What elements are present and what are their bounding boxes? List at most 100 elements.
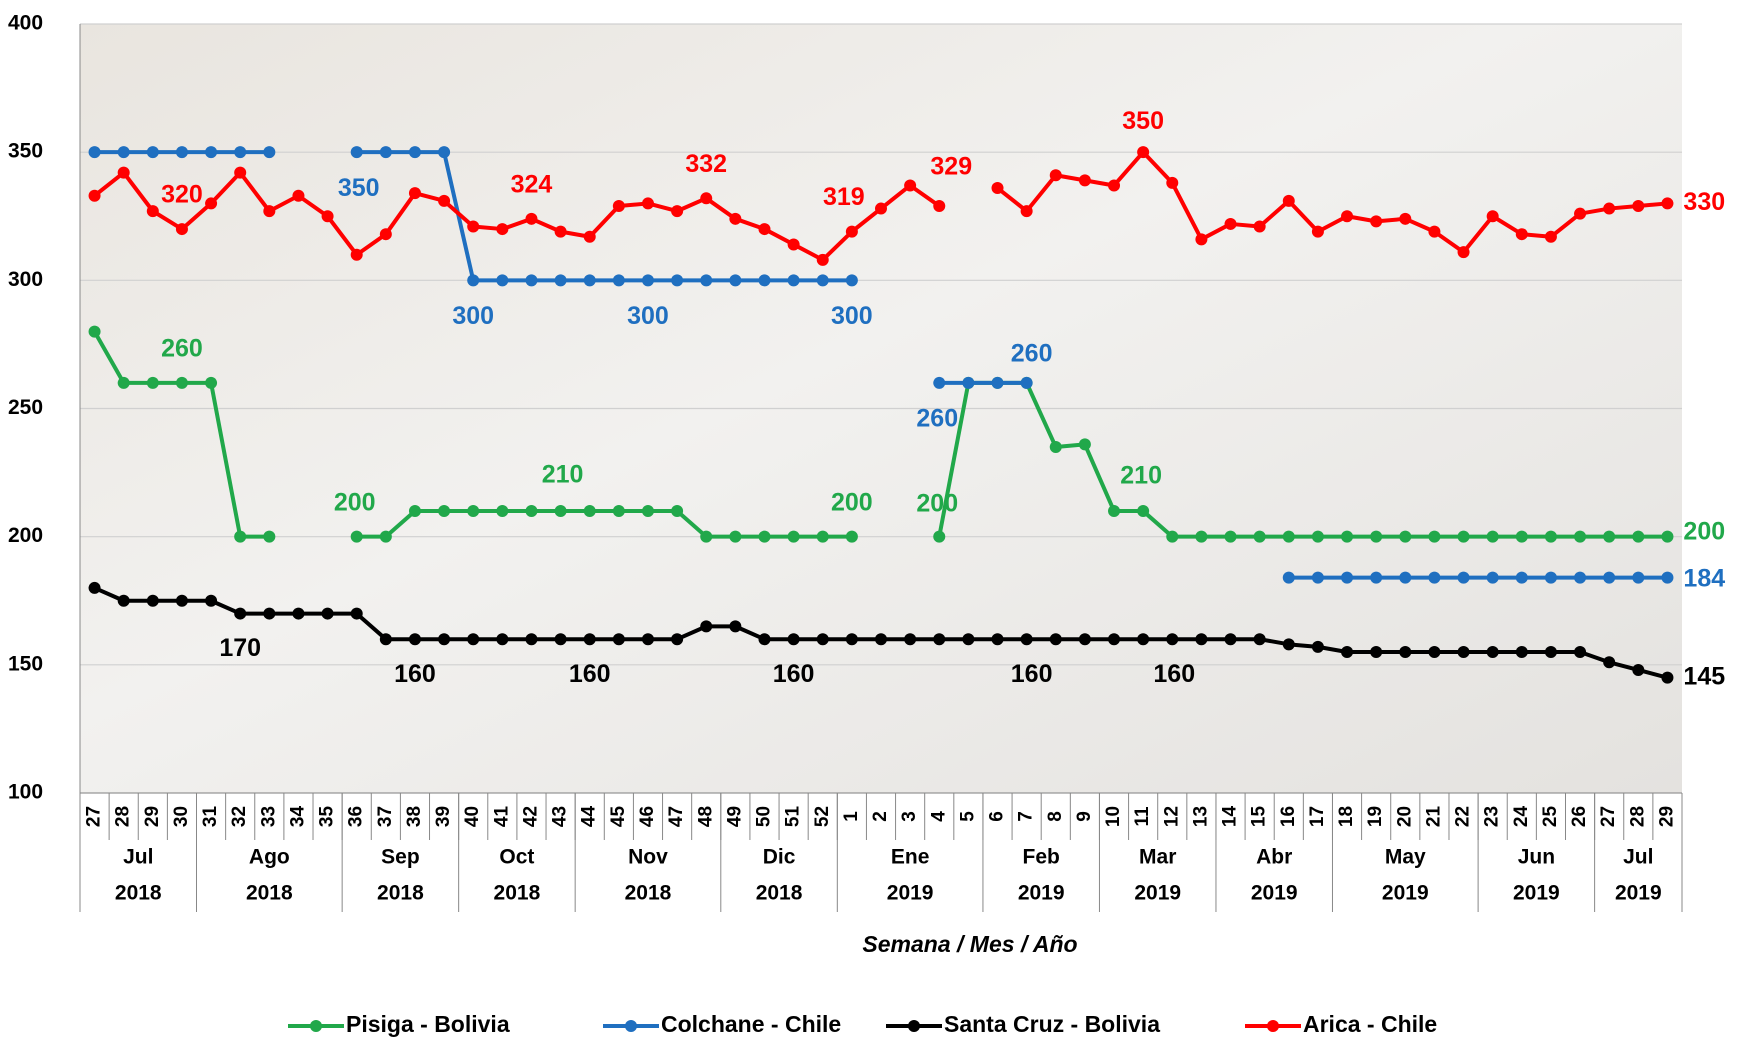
point [845, 530, 858, 543]
point [1457, 246, 1470, 259]
year-label: 2018 [625, 882, 672, 905]
x-tick-label: 38 [404, 806, 425, 827]
point [933, 199, 946, 212]
month-label: Jul [123, 846, 153, 869]
point [1661, 571, 1674, 584]
point [175, 146, 188, 159]
y-tick-label: 300 [8, 268, 43, 291]
point [1370, 571, 1383, 584]
x-tick-label: 42 [520, 806, 541, 827]
point [612, 633, 625, 646]
x-tick-label: 32 [229, 806, 250, 827]
point [554, 225, 567, 238]
year-label: 2019 [1615, 882, 1662, 905]
month-label: Mar [1139, 846, 1176, 869]
data-label: 170 [219, 634, 261, 662]
point [1515, 646, 1528, 659]
point [758, 274, 771, 287]
point [583, 274, 596, 287]
year-label: 2019 [1018, 882, 1065, 905]
point [671, 505, 684, 518]
point [292, 189, 305, 202]
point [234, 607, 247, 620]
point [1574, 571, 1587, 584]
point [117, 376, 130, 389]
legend-label: Pisiga - Bolivia [346, 1011, 510, 1037]
x-tick-label: 1 [841, 811, 862, 822]
month-label: Jun [1518, 846, 1555, 869]
year-label: 2018 [246, 882, 293, 905]
point [1486, 530, 1499, 543]
point [1428, 571, 1441, 584]
x-tick-label: 13 [1190, 806, 1211, 827]
x-tick-label: 33 [258, 806, 279, 827]
x-tick-label: 7 [1016, 811, 1037, 822]
x-tick-label: 52 [812, 806, 833, 827]
point [1486, 646, 1499, 659]
data-label: 260 [1011, 339, 1053, 367]
data-label: 160 [1153, 660, 1195, 688]
point [467, 274, 480, 287]
point [700, 530, 713, 543]
legend-marker [310, 1020, 322, 1032]
x-tick-label: 46 [637, 806, 658, 827]
year-label: 2019 [1251, 882, 1298, 905]
point [1574, 530, 1587, 543]
month-label: Feb [1023, 846, 1060, 869]
point [758, 223, 771, 236]
point [1282, 530, 1295, 543]
x-tick-label: 39 [433, 806, 454, 827]
data-label: 184 [1683, 564, 1725, 592]
data-label: 210 [542, 461, 584, 489]
point [175, 594, 188, 607]
point [1574, 207, 1587, 220]
point [263, 146, 276, 159]
data-label: 145 [1683, 662, 1725, 690]
point [1544, 530, 1557, 543]
x-tick-label: 51 [783, 806, 804, 828]
point [671, 274, 684, 287]
point [1108, 505, 1121, 518]
point [1049, 440, 1062, 453]
data-label: 160 [569, 660, 611, 688]
data-label: 300 [627, 302, 669, 330]
point [1399, 646, 1412, 659]
point [816, 274, 829, 287]
point [1049, 169, 1062, 182]
x-tick-label: 48 [695, 806, 716, 827]
point [729, 620, 742, 633]
point [1574, 646, 1587, 659]
point [1341, 530, 1354, 543]
legend-label: Santa Cruz - Bolivia [944, 1011, 1160, 1037]
point [496, 633, 509, 646]
point [1515, 228, 1528, 241]
point [1399, 530, 1412, 543]
month-label: Nov [628, 846, 668, 869]
point [1137, 146, 1150, 159]
month-label: May [1385, 846, 1426, 869]
y-tick-label: 350 [8, 140, 43, 163]
point [117, 166, 130, 179]
point [583, 230, 596, 243]
x-tick-label: 35 [317, 806, 338, 828]
point [146, 205, 159, 218]
point [467, 505, 480, 518]
point [263, 530, 276, 543]
y-tick-label: 250 [8, 396, 43, 419]
month-label: Ago [249, 846, 290, 869]
point [88, 189, 101, 202]
year-label: 2019 [1513, 882, 1560, 905]
x-tick-label: 9 [1074, 811, 1095, 822]
point [525, 274, 538, 287]
point [467, 633, 480, 646]
point [875, 633, 887, 646]
point [933, 530, 946, 543]
point [904, 179, 917, 192]
data-label: 320 [161, 181, 203, 209]
point [496, 505, 509, 518]
x-tick-label: 10 [1103, 806, 1124, 827]
point [1632, 571, 1645, 584]
point [904, 633, 917, 646]
point [438, 146, 451, 159]
point [408, 633, 421, 646]
